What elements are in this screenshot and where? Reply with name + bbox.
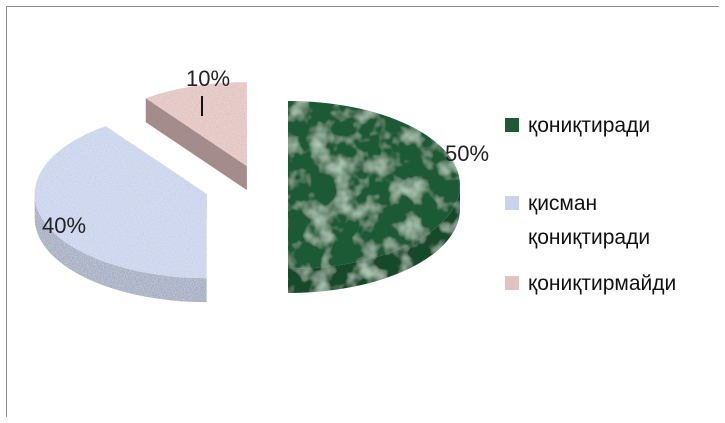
pie-slice-0-top [288,101,460,269]
pie-slice-1-top [34,126,207,279]
pie-slice-2 [145,82,247,191]
legend-swatch-2 [505,276,519,290]
legend-label-1-line-2: қониқтиради [528,226,650,249]
pie-label-0: 50% [445,141,489,166]
legend-swatch-1 [505,196,519,210]
legend-label-1-line-1: қисман [528,192,597,215]
pie-slice-0-rim [288,185,460,293]
legend-label-0: қониқтиради [528,114,650,137]
pie-label-2: 10% [186,66,230,91]
pie-slice-1-rim [34,194,207,303]
legend-swatch-0 [505,118,519,132]
legend: қониқтиради қисман қониқтиради қониқтирм… [505,114,676,295]
legend-label-2: қониқтирмайди [528,272,676,295]
chart-frame [6,6,719,417]
pie-slice-1 [34,126,207,303]
pie-label-1: 40% [42,213,86,238]
pie-slice-2-top [145,82,247,167]
pie-slice-0 [288,101,460,293]
pie-slice-2-wall-0 [145,98,247,191]
